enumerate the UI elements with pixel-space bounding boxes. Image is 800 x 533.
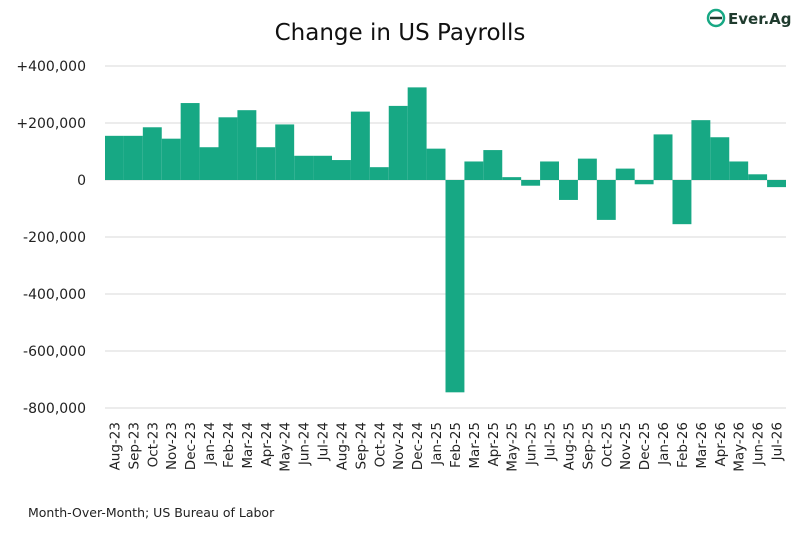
x-tick-label: Nov-24: [391, 422, 407, 470]
x-tick-label: Dec-24: [410, 422, 426, 470]
ever-ag-logo-icon: [706, 8, 726, 28]
ever-ag-logo: Ever.Ag: [706, 8, 792, 28]
bar-feb-24: [218, 117, 238, 180]
x-tick-label: Sep-23: [126, 422, 142, 470]
bar-jan-24: [199, 147, 219, 180]
x-tick-label: Jul-24: [316, 422, 332, 461]
bar-jan-25: [426, 148, 446, 180]
x-tick-label: Jun-26: [751, 422, 767, 466]
bar-nov-25: [615, 168, 635, 180]
bar-aug-24: [332, 160, 351, 180]
x-tick-label: Mar-26: [694, 422, 710, 469]
bar-jun-25: [521, 180, 541, 186]
x-tick-label: Jun-25: [524, 422, 540, 466]
x-tick-label: Sep-24: [353, 422, 369, 470]
x-tick-label: Jul-25: [543, 422, 559, 461]
x-tick-label: Mar-25: [467, 422, 483, 469]
x-tick-label: Apr-25: [486, 422, 502, 467]
x-tick-label: Oct-25: [599, 422, 615, 467]
x-tick-label: May-26: [732, 422, 748, 472]
bar-may-25: [502, 177, 522, 180]
bar-jul-25: [540, 161, 559, 180]
x-tick-label: Jan-25: [429, 422, 445, 466]
y-tick-label: -400,000: [23, 287, 86, 303]
bar-aug-25: [559, 180, 578, 200]
x-tick-label: Dec-25: [637, 422, 653, 470]
bar-jun-24: [294, 155, 314, 180]
footnote: Month-Over-Month; US Bureau of Labor: [28, 505, 275, 520]
bar-jun-26: [748, 174, 768, 180]
x-tick-label: May-25: [505, 422, 521, 472]
bar-jul-26: [767, 180, 786, 188]
y-tick-label: 0: [77, 173, 86, 189]
y-tick-label: +200,000: [16, 116, 86, 132]
x-tick-label: Aug-24: [334, 422, 350, 470]
x-tick-label: Nov-25: [618, 422, 634, 470]
bar-mar-25: [464, 161, 484, 180]
bar-oct-23: [142, 127, 162, 180]
bar-mar-26: [691, 120, 711, 180]
bar-sep-23: [123, 135, 143, 180]
x-tick-label: Mar-24: [240, 422, 256, 469]
bar-oct-24: [369, 167, 389, 180]
bar-dec-24: [407, 87, 427, 180]
bars: [105, 87, 786, 393]
x-tick-label: Apr-26: [713, 422, 729, 467]
y-tick-label: -200,000: [23, 230, 86, 246]
y-tick-label: -600,000: [23, 344, 86, 360]
x-tick-label: Nov-23: [164, 422, 180, 470]
x-tick-label: Oct-24: [372, 422, 388, 467]
x-tick-label: Dec-23: [183, 422, 199, 470]
x-tick-label: Jun-24: [297, 422, 313, 466]
x-tick-label: Sep-25: [580, 422, 596, 470]
x-tick-label: Apr-24: [259, 422, 275, 467]
bar-dec-25: [634, 180, 654, 185]
x-axis-ticks: Aug-23 Sep-23 Oct-23 Nov-23 Dec-23 Jan-24 Feb-…: [107, 422, 785, 472]
bar-sep-25: [577, 158, 597, 180]
x-tick-label: Feb-24: [221, 422, 237, 468]
y-axis-ticks: +400,000 +200,000 0 -200,000 -400,000 -600,00…: [16, 59, 86, 417]
bar-apr-26: [710, 137, 730, 180]
x-tick-label: Oct-23: [145, 422, 161, 467]
x-tick-label: Jul-26: [770, 422, 786, 461]
bar-jul-24: [313, 155, 332, 180]
x-tick-label: Aug-23: [107, 422, 123, 470]
bar-feb-25: [445, 180, 465, 393]
y-tick-label: +400,000: [16, 59, 86, 75]
x-tick-label: Jan-24: [202, 422, 218, 466]
bar-mar-24: [237, 110, 257, 180]
x-tick-label: Feb-25: [448, 422, 464, 468]
x-tick-label: Jan-26: [656, 422, 672, 466]
bar-apr-25: [483, 150, 503, 180]
x-tick-label: Feb-26: [675, 422, 691, 468]
bar-may-26: [729, 161, 749, 180]
bar-nov-23: [161, 138, 181, 180]
bar-apr-24: [256, 147, 276, 180]
bar-oct-25: [596, 180, 616, 220]
bar-dec-23: [180, 103, 200, 180]
bar-feb-26: [672, 180, 692, 225]
x-tick-label: Aug-25: [561, 422, 577, 470]
bar-nov-24: [388, 105, 408, 180]
ever-ag-logo-text: Ever.Ag: [728, 10, 792, 28]
bar-may-24: [275, 124, 295, 180]
bar-aug-23: [105, 135, 124, 180]
y-tick-label: -800,000: [23, 401, 86, 417]
x-tick-label: May-24: [278, 422, 294, 472]
bar-jan-26: [653, 134, 673, 180]
chart-title: Change in US Payrolls: [275, 20, 526, 46]
bar-sep-24: [350, 111, 370, 180]
